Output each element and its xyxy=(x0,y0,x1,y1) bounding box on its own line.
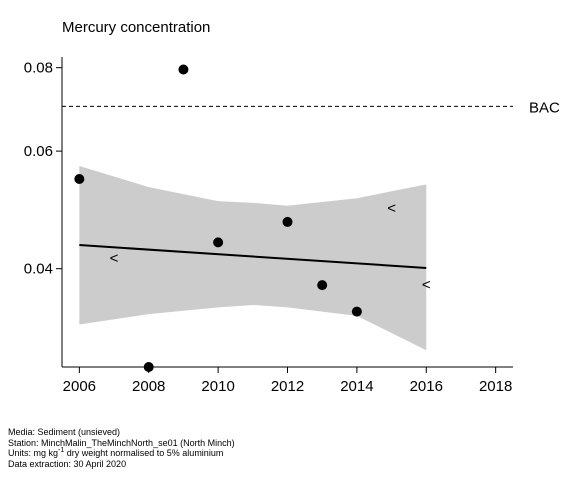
bac-label: BAC xyxy=(529,99,560,116)
confidence-band-layer xyxy=(79,165,427,351)
x-tick-label-2008: 2008 xyxy=(132,378,165,395)
reference-line-layer: BAC xyxy=(62,99,560,116)
x-tick-label-2014: 2014 xyxy=(340,378,373,395)
x-tick-label-2018: 2018 xyxy=(479,378,512,395)
data-point-2012 xyxy=(282,216,293,227)
axes-layer: 2006 2008 2010 2012 2014 2016 2018 0.04 0.06 0.08 xyxy=(24,57,513,395)
footer-extraction: Data extraction: 30 April 2020 xyxy=(8,458,127,469)
x-tick-label-2016: 2016 xyxy=(410,378,443,395)
y-tick-label-0: 0.04 xyxy=(24,261,53,278)
footer-station: Station: MinchMalin_TheMinchNorth_se01 (… xyxy=(8,437,235,448)
chart-title: Mercury concentration xyxy=(62,19,211,36)
x-tick-label-2006: 2006 xyxy=(63,378,96,395)
y-tick-label-1: 0.06 xyxy=(24,143,53,160)
confidence-band xyxy=(79,165,427,351)
data-point-2014 xyxy=(351,306,362,317)
trend-line-layer xyxy=(79,244,427,269)
data-point-2006 xyxy=(74,173,85,184)
footer-notes: Media: Sediment (unsieved) Station: Minc… xyxy=(8,427,235,469)
footer-units-prefix: Units: mg kg xyxy=(8,448,59,458)
x-tick-label-2010: 2010 xyxy=(201,378,234,395)
footer-units: Units: mg kg-1 dry weight normalised to … xyxy=(8,447,235,459)
footer-units-sup: -1 xyxy=(58,447,65,454)
y-tick-label-2: 0.08 xyxy=(24,60,53,77)
footer-media: Media: Sediment (unsieved) xyxy=(8,427,121,437)
less-than-point-2007: < xyxy=(110,250,119,267)
x-tick-label-2012: 2012 xyxy=(271,378,304,395)
data-point-2008 xyxy=(143,362,154,372)
footer-units-suffix: dry weight normalised to 5% aluminium xyxy=(64,448,224,458)
trend-line xyxy=(79,244,427,269)
data-point-2009 xyxy=(178,64,189,75)
less-than-point-2016: < xyxy=(422,276,431,293)
data-point-2010 xyxy=(213,237,224,248)
less-than-point-2015: < xyxy=(387,200,396,217)
data-point-2013 xyxy=(317,280,328,291)
points-layer: < < < xyxy=(74,64,431,372)
